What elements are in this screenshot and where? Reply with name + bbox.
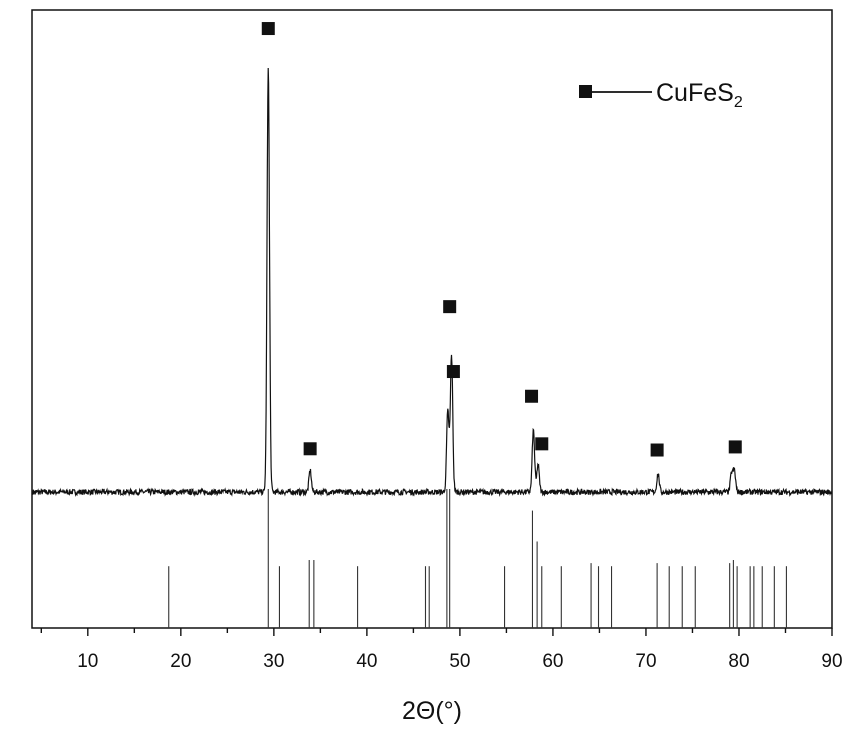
peak-marker-6	[650, 443, 664, 457]
x-tick-label-30: 30	[263, 651, 284, 672]
x-tick-label-80: 80	[728, 651, 749, 672]
x-tick-label-40: 40	[356, 651, 377, 672]
x-axis-title: 2Θ(°)	[402, 697, 462, 725]
peak-markers	[261, 22, 742, 457]
legend-label-subscript: 2	[734, 94, 743, 111]
x-tick-label-20: 20	[170, 651, 191, 672]
series-cufes2-line	[32, 67, 833, 498]
plot-frame	[31, 9, 833, 629]
diffraction-pattern	[32, 67, 833, 498]
peak-marker-1	[303, 442, 317, 456]
x-tick-label-90: 90	[821, 651, 842, 672]
legend-label: CuFeS2	[656, 79, 743, 111]
peak-marker-3	[446, 365, 460, 379]
peak-marker-2	[443, 300, 457, 314]
x-axis-ticks: 10 20 30 40 50 60 70 80 90	[40, 628, 843, 672]
legend: CuFeS2	[579, 79, 743, 111]
x-tick-label-50: 50	[449, 651, 470, 672]
reference-lines	[168, 488, 787, 628]
legend-label-main: CuFeS	[656, 79, 734, 107]
legend-marker-icon	[579, 85, 592, 98]
peak-marker-4	[525, 389, 539, 403]
peak-marker-7	[728, 440, 742, 454]
peak-marker-0	[261, 22, 275, 36]
x-tick-label-60: 60	[542, 651, 563, 672]
x-tick-label-10: 10	[77, 651, 98, 672]
peak-marker-5	[535, 437, 549, 451]
x-tick-label-70: 70	[635, 651, 656, 672]
